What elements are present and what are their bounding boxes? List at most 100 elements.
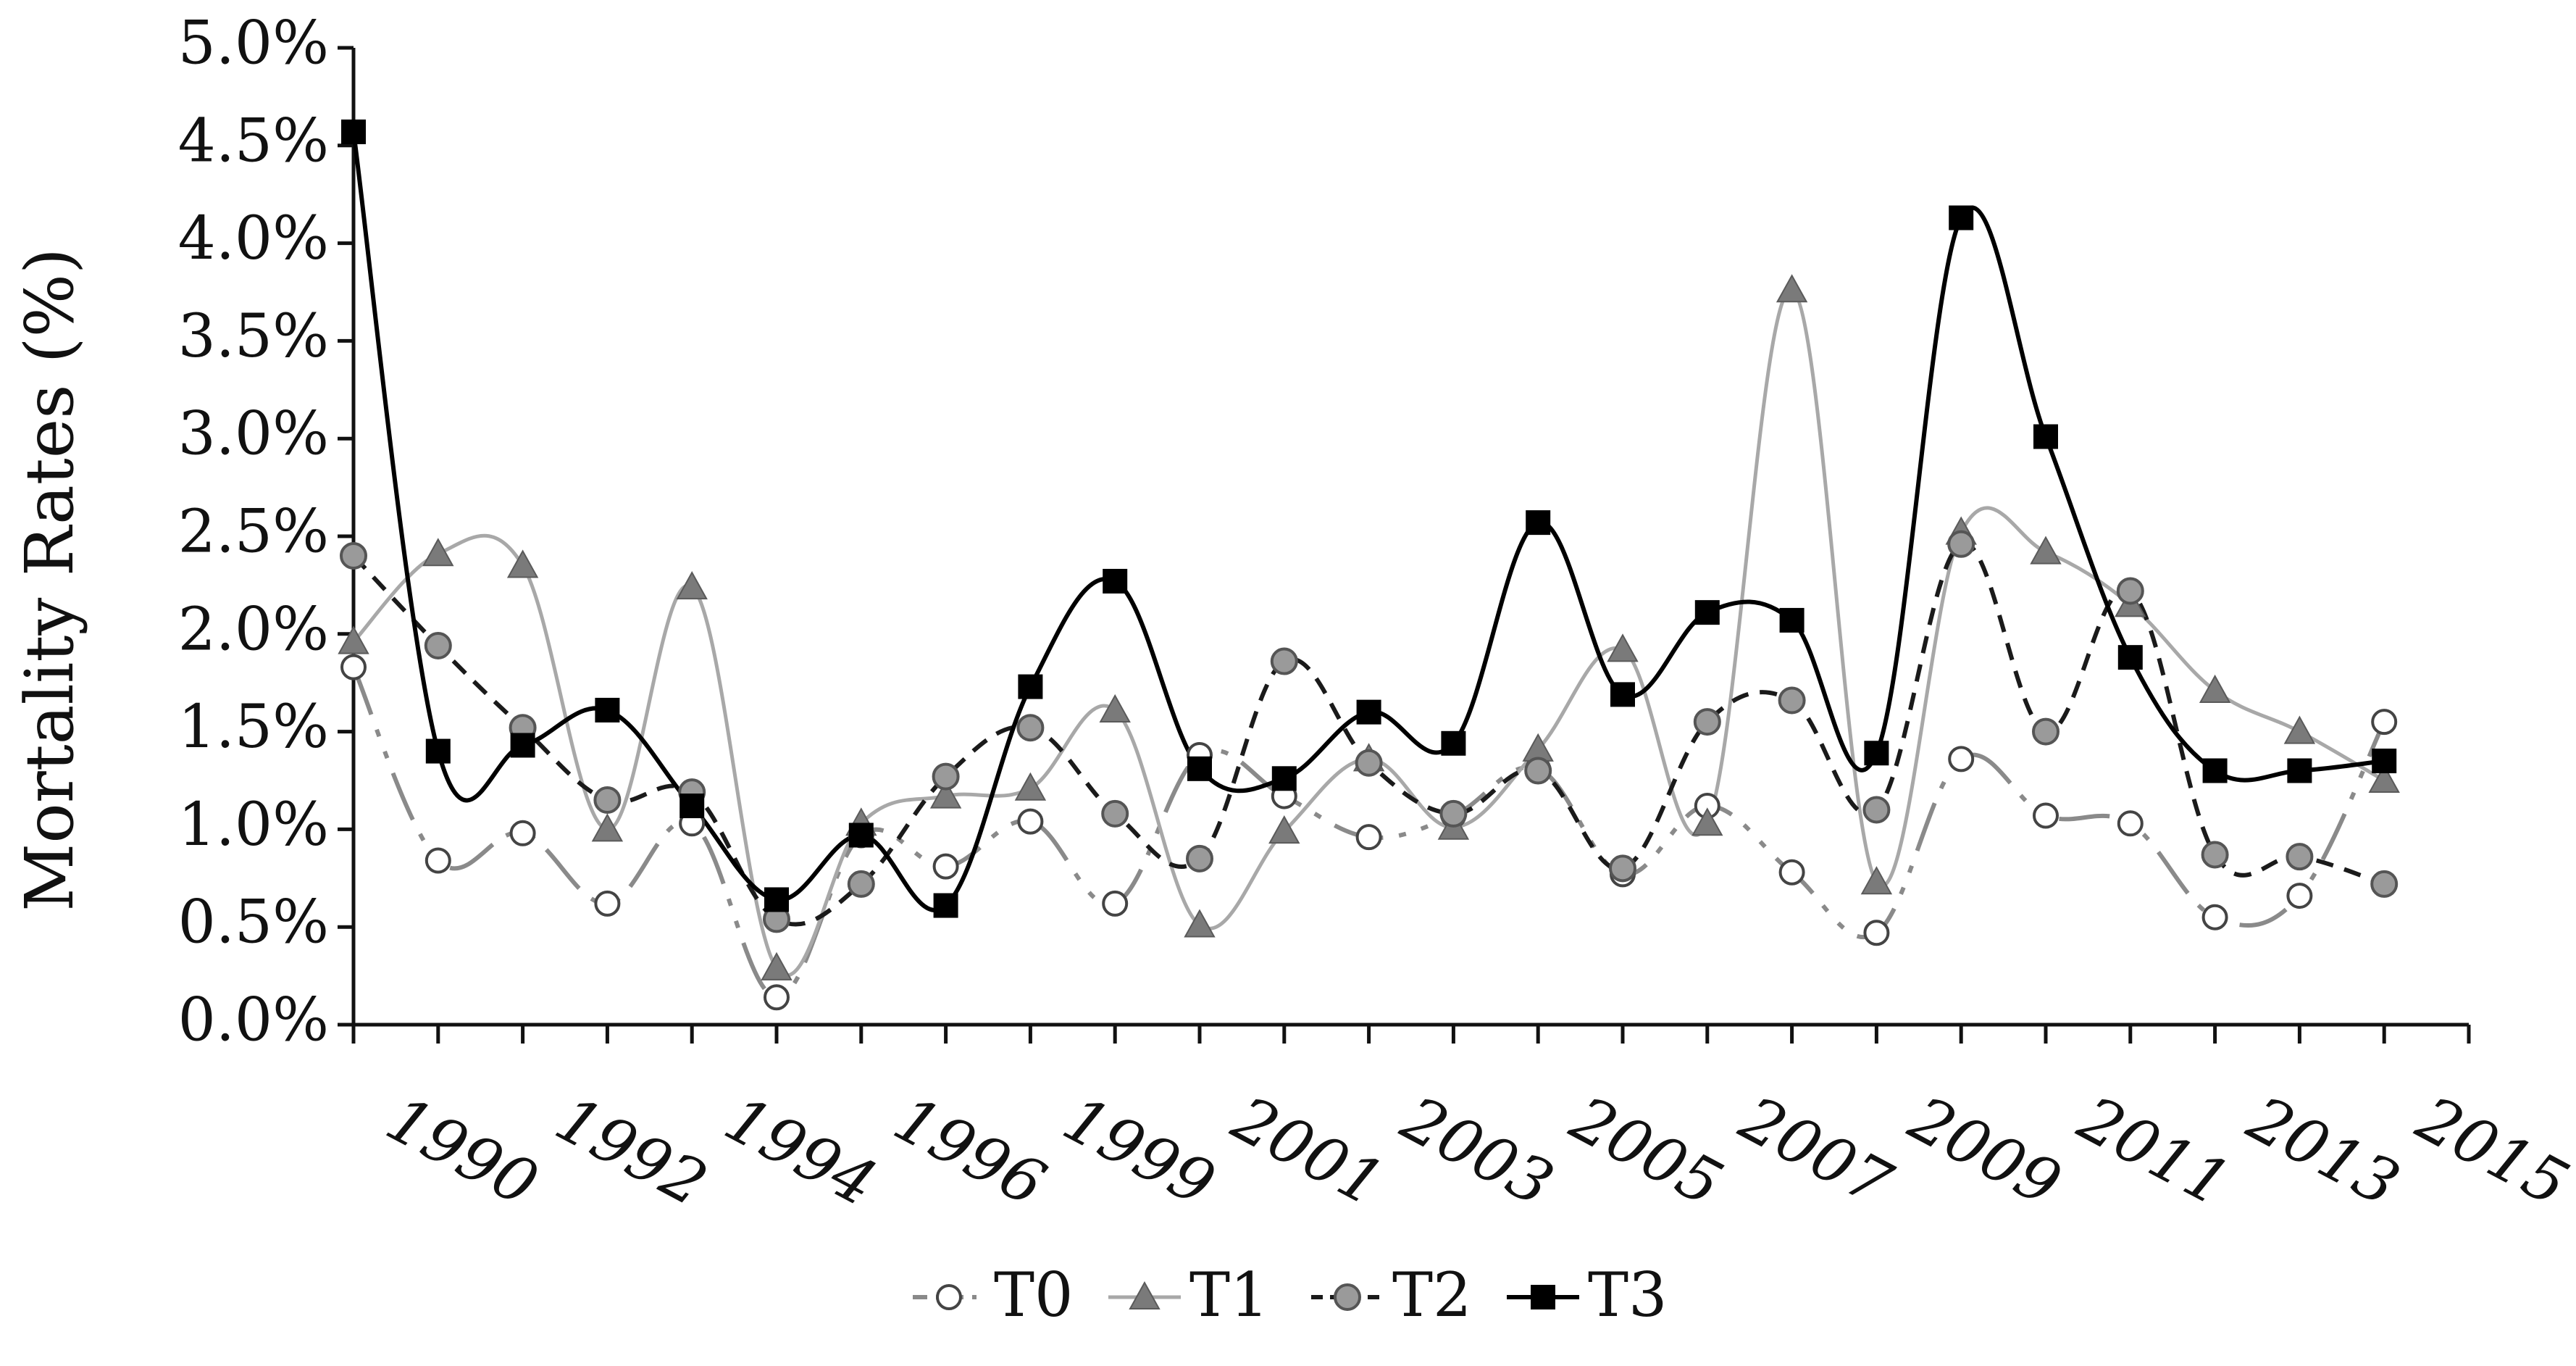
data-point-t0 [594, 890, 621, 917]
x-tick-label: 2001 [1221, 1082, 1395, 1221]
y-tick-label: 0.5% [178, 888, 329, 957]
data-point-t1 [1607, 633, 1639, 662]
data-point-t1 [506, 549, 539, 578]
data-point-t3 [1018, 674, 1043, 699]
x-tick-label: 2013 [2236, 1082, 2410, 1221]
x-tick-label: 2009 [1897, 1082, 2072, 1221]
series-line-t0 [351, 666, 2386, 1000]
y-tick-label: 1.5% [178, 693, 329, 762]
data-point-t3 [1441, 730, 1466, 756]
data-point-t0 [1102, 890, 1129, 917]
data-point-t3 [1864, 741, 1889, 766]
data-point-t2 [1355, 749, 1383, 777]
data-point-t1 [761, 951, 793, 980]
data-point-t2 [1016, 714, 1045, 742]
data-point-t3 [848, 822, 874, 848]
data-point-t1 [422, 538, 454, 567]
data-point-t1 [591, 813, 624, 842]
legend-label-t3: T3 [1588, 1259, 1667, 1330]
axes [351, 48, 2469, 1027]
data-point-t0 [2117, 810, 2144, 837]
data-point-t2 [424, 631, 452, 659]
data-point-t1 [1099, 694, 1131, 722]
data-point-t1 [929, 780, 962, 809]
x-tick-label: 2007 [1728, 1082, 1903, 1221]
y-tick-label: 1.0% [178, 791, 329, 859]
data-point-t2 [2116, 577, 2144, 605]
data-point-t3 [2372, 749, 2397, 774]
data-point-t3 [1271, 766, 1297, 791]
data-point-t0 [425, 847, 451, 874]
y-tick-label: 5.0% [178, 9, 329, 78]
data-point-t3 [2287, 758, 2312, 783]
data-point-t2 [847, 870, 875, 898]
x-tick-label: 1990 [375, 1083, 549, 1221]
data-point-t2 [1693, 708, 1721, 736]
data-point-t3 [1103, 569, 1128, 594]
data-point-t1 [676, 571, 708, 600]
data-point-t0-legend [936, 1284, 962, 1310]
data-point-t2 [2032, 717, 2059, 746]
legend-label-t0: T0 [994, 1259, 1073, 1330]
x-tick-label: 2015 [2405, 1082, 2576, 1221]
data-point-t2 [2370, 870, 2399, 898]
data-point-t0 [1017, 808, 1044, 835]
data-point-t2 [932, 762, 960, 791]
y-tick-label: 2.0% [178, 595, 329, 664]
data-point-t2 [1439, 799, 1468, 828]
x-tick-label: 2011 [2067, 1082, 2241, 1221]
x-tick-label: 1999 [1052, 1083, 1226, 1221]
series-line-t3 [351, 131, 2385, 912]
data-point-t0 [2201, 904, 2228, 930]
data-point-t1 [1184, 909, 1216, 938]
data-point-t3 [764, 887, 789, 912]
data-point-t1 [2199, 674, 2231, 703]
y-tick-label: 4.5% [178, 107, 329, 175]
data-point-t3 [1356, 699, 1381, 725]
data-point-t2 [1186, 844, 1213, 873]
data-point-t2 [1609, 854, 1636, 883]
data-point-t3 [510, 733, 535, 758]
data-point-t1-legend [1129, 1280, 1161, 1309]
y-tick-label: 0.0% [178, 986, 329, 1055]
data-point-t0 [2371, 709, 2398, 736]
y-tick-label: 4.0% [178, 204, 329, 273]
x-tick-label: 1992 [544, 1083, 718, 1221]
data-point-t2 [1524, 757, 1552, 785]
data-point-t3 [933, 893, 958, 918]
data-point-t3 [2117, 645, 2143, 670]
data-point-t0 [2033, 802, 2059, 829]
data-point-t0 [1778, 859, 1805, 886]
y-tick-label: 2.5% [178, 498, 329, 567]
y-axis-ticks: 0.0% 0.5% 1.0% 1.5% 2.0% 2.5% 3.0% 3.5% 4.0% 4.5%… [178, 9, 354, 1055]
legend-label-t1: T1 [1189, 1259, 1268, 1330]
data-point-t1 [1860, 866, 1893, 895]
legend-label-t2: T2 [1392, 1259, 1471, 1330]
data-point-t0 [509, 820, 536, 846]
data-point-t1 [338, 625, 369, 654]
data-point-t0 [932, 853, 959, 880]
data-point-t3 [1187, 756, 1212, 781]
x-tick-label: 2003 [1389, 1082, 1564, 1221]
x-tick-label: 2005 [1559, 1082, 1734, 1221]
data-point-t1 [2030, 536, 2062, 565]
x-tick-label: 1996 [883, 1083, 1057, 1221]
data-point-t2 [1947, 530, 1975, 558]
data-point-t0 [1863, 920, 1890, 946]
data-point-t1 [2283, 715, 2316, 744]
data-point-t1 [1776, 274, 1808, 303]
data-point-t2 [1270, 647, 1298, 675]
y-tick-label: 3.5% [178, 302, 329, 371]
data-point-t1 [1691, 807, 1723, 836]
y-axis-label-group: Mortality Rates (%) [11, 248, 88, 912]
legend: T0 T1 T2 T3 [913, 1259, 1667, 1330]
data-point-t3 [341, 119, 366, 144]
data-point-t3-legend [1531, 1285, 1555, 1309]
data-point-t3 [2202, 758, 2228, 783]
x-axis-ticks: 1990199219941996199920012003200520072009… [351, 1025, 2576, 1221]
data-point-t2 [2201, 841, 2229, 869]
data-point-t3 [2033, 424, 2058, 449]
data-point-t1 [1014, 772, 1047, 801]
